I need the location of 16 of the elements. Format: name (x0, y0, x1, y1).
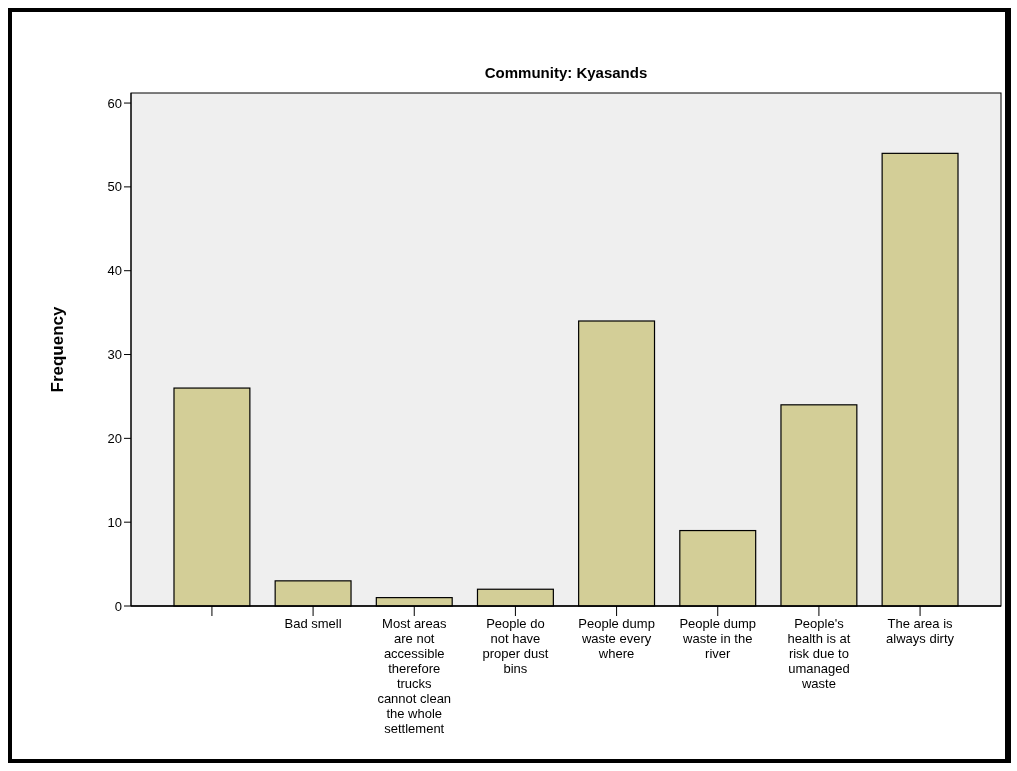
x-tick-label: The area is always dirty (886, 616, 955, 646)
x-tick-label: Most areas are not accessible therefore trucks cannot clean the whole settlement (377, 616, 452, 736)
y-axis-title: Frequency (48, 305, 67, 393)
y-tick-label: 50 (107, 179, 122, 195)
x-tick-label: People dump waste in the river (679, 616, 757, 661)
y-tick-label: 30 (107, 347, 122, 363)
y-tick-label: 40 (107, 263, 122, 279)
y-tick-label: 20 (107, 430, 122, 446)
x-tick-label: Bad smell (284, 616, 342, 631)
x-tick-label: People's health is at risk due to umanaged waste (787, 616, 851, 691)
y-tick-label: 10 (107, 514, 122, 530)
y-tick-label: 60 (107, 95, 122, 111)
chart-title: Community: Kyasands (484, 64, 648, 81)
x-tick-label: People do not have proper dust bins (482, 616, 549, 676)
x-tick-label: People dump waste every where (578, 616, 655, 661)
y-tick-label: 0 (114, 598, 122, 614)
